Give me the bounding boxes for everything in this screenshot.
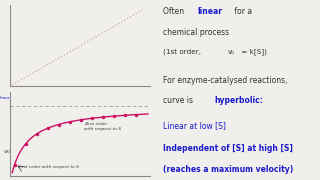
Text: [S]: [S] — [75, 100, 85, 109]
Text: = k[S]): = k[S]) — [239, 49, 267, 55]
Text: (reaches a maximum velocity): (reaches a maximum velocity) — [163, 165, 293, 174]
Text: For enzyme-catalysed reactions,: For enzyme-catalysed reactions, — [163, 75, 288, 84]
Text: Often: Often — [163, 7, 187, 16]
Text: $v_0$: $v_0$ — [4, 148, 12, 156]
Text: for a: for a — [232, 7, 252, 16]
Text: Linear at low [S]: Linear at low [S] — [163, 121, 226, 130]
Text: $v_{max}$: $v_{max}$ — [0, 94, 12, 102]
Text: linear: linear — [197, 7, 222, 16]
Text: (1st order,: (1st order, — [163, 49, 204, 55]
Text: v₀: v₀ — [228, 49, 235, 55]
Text: Zero order
with respect to S: Zero order with respect to S — [84, 122, 121, 131]
Text: First order with respect to S: First order with respect to S — [18, 165, 79, 169]
Text: Independent of [S] at high [S]: Independent of [S] at high [S] — [163, 144, 293, 153]
Text: curve is: curve is — [163, 96, 196, 105]
Text: hyperbolic:: hyperbolic: — [214, 96, 263, 105]
Text: chemical process: chemical process — [163, 28, 229, 37]
